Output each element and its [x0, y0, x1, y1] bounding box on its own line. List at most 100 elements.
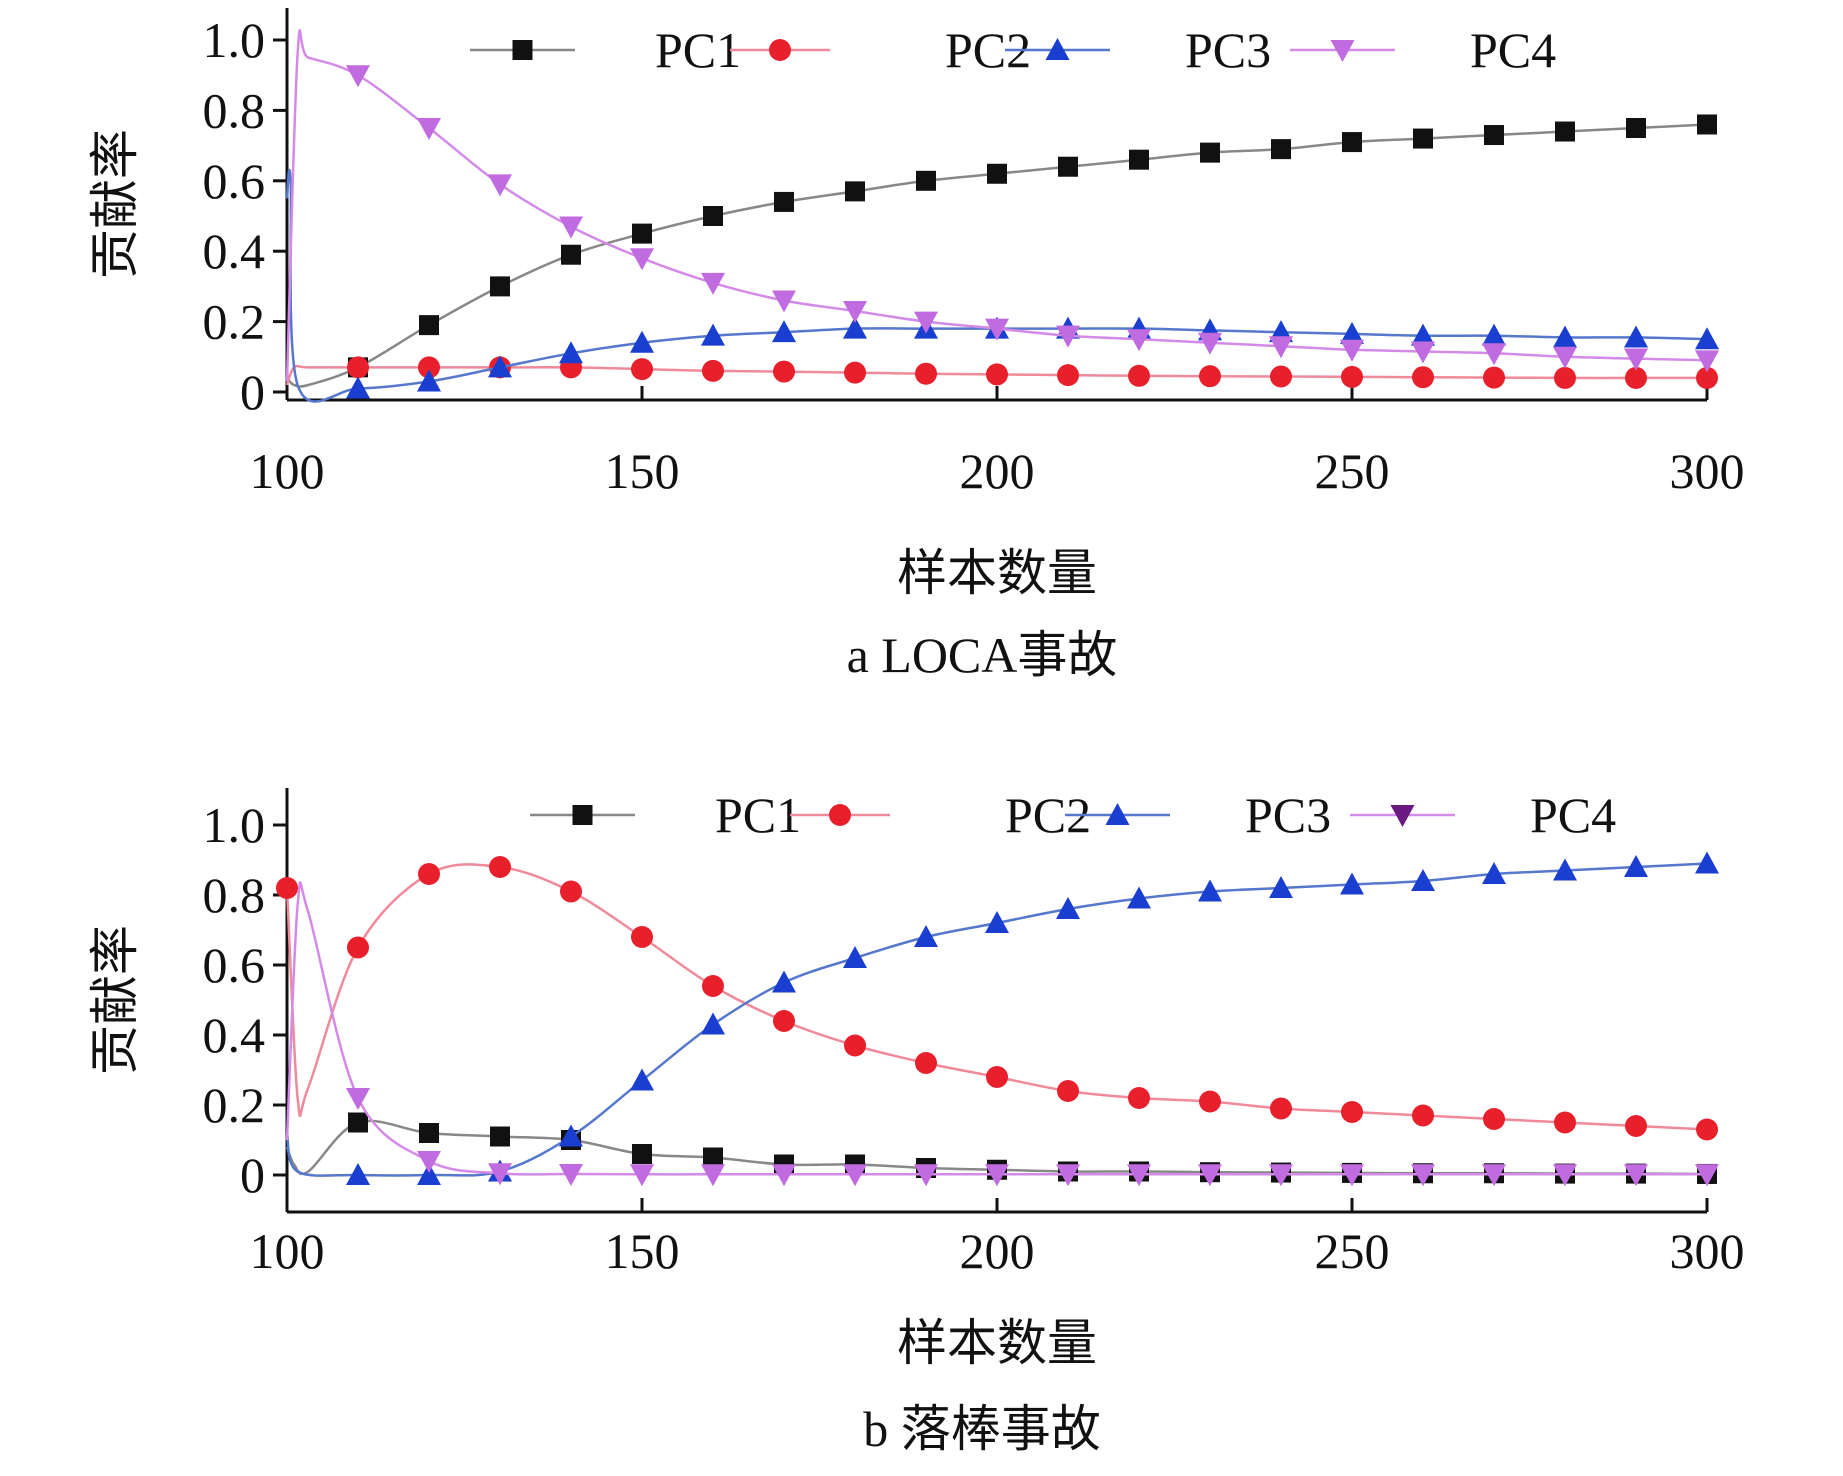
legend-item-pc1: PC1	[530, 787, 801, 843]
data-point	[1057, 1080, 1079, 1102]
data-point	[630, 1164, 654, 1187]
data-point	[632, 1144, 652, 1164]
data-point	[1269, 336, 1293, 359]
data-point	[346, 65, 370, 88]
data-point	[843, 316, 867, 339]
legend-marker	[1045, 38, 1070, 60]
data-point	[1270, 1097, 1292, 1120]
legend-label: PC1	[715, 787, 801, 843]
data-point	[488, 1163, 512, 1186]
x-axis-title: 样本数量	[897, 1315, 1097, 1371]
data-point	[1624, 1164, 1648, 1187]
data-point	[703, 1147, 723, 1168]
data-point	[559, 1124, 583, 1147]
data-point	[1198, 1164, 1222, 1187]
data-point	[1482, 323, 1506, 346]
data-point	[1198, 332, 1222, 355]
x-tick-label: 200	[960, 1223, 1035, 1279]
data-point	[1056, 897, 1080, 919]
chart-caption: b 落棒事故	[863, 1401, 1101, 1457]
series-pc2	[276, 856, 1718, 1141]
data-point	[630, 330, 654, 353]
x-tick-label: 200	[960, 443, 1035, 499]
data-point	[1269, 876, 1293, 898]
data-point	[347, 936, 369, 959]
data-point	[1696, 1118, 1718, 1141]
legend-marker	[1390, 805, 1415, 827]
data-point	[987, 163, 1007, 184]
data-point	[702, 975, 724, 997]
x-tick-label: 150	[605, 443, 680, 499]
data-point	[1127, 886, 1151, 909]
data-point	[1696, 366, 1718, 389]
data-point	[1200, 142, 1220, 163]
data-point	[348, 1112, 368, 1133]
data-point	[916, 170, 936, 191]
data-point	[1555, 121, 1575, 142]
y-tick-label: 0.6	[203, 153, 266, 209]
data-point	[346, 1163, 370, 1185]
legend-marker	[1105, 803, 1130, 825]
legend-marker	[829, 804, 851, 826]
data-point	[1553, 346, 1577, 369]
data-point	[701, 1012, 725, 1035]
data-point	[703, 206, 723, 226]
data-point	[1411, 869, 1435, 891]
data-point	[1129, 149, 1149, 170]
data-point	[985, 318, 1009, 341]
data-point	[559, 216, 583, 239]
data-point	[632, 223, 652, 244]
y-tick-label: 0.4	[203, 223, 266, 279]
series-pc4	[285, 881, 1719, 1187]
data-point	[1056, 325, 1080, 348]
data-point	[417, 1151, 441, 1173]
data-point	[1482, 1164, 1506, 1187]
data-point	[772, 320, 796, 343]
data-point	[774, 191, 794, 212]
data-point	[843, 1164, 867, 1187]
x-tick-label: 150	[605, 1223, 680, 1279]
data-point	[1625, 1115, 1647, 1137]
data-point	[845, 181, 865, 202]
series-pc4	[285, 29, 1719, 382]
y-tick-label: 0	[240, 364, 265, 420]
x-tick-label: 250	[1315, 443, 1390, 499]
data-point	[418, 863, 440, 885]
data-point	[1624, 325, 1648, 348]
data-point	[773, 360, 795, 383]
data-point	[1199, 1090, 1221, 1113]
data-point	[702, 359, 724, 382]
data-point	[419, 1123, 439, 1143]
data-point	[1058, 156, 1078, 177]
data-point	[1340, 321, 1364, 344]
y-axis-title: 贡献率	[87, 129, 143, 279]
data-point	[490, 276, 510, 297]
data-point	[1269, 1164, 1293, 1187]
data-point	[1554, 366, 1576, 389]
data-point	[1413, 128, 1433, 149]
data-point	[1695, 350, 1719, 373]
data-point	[1483, 366, 1505, 389]
data-point	[1624, 855, 1648, 877]
data-point	[1341, 1101, 1363, 1123]
data-point	[772, 1164, 796, 1187]
data-point	[985, 911, 1009, 933]
data-point	[844, 1034, 866, 1057]
data-point	[346, 1088, 370, 1110]
y-tick-label: 0.8	[203, 82, 266, 138]
data-point	[1554, 1111, 1576, 1134]
data-point	[1553, 325, 1577, 348]
data-point	[1483, 1108, 1505, 1130]
data-point	[561, 244, 581, 265]
chart-rod-drop: 0 0.2 0.4 0.6 0.8 1.0 100 150 200 250 300 样本数量 贡献率 b …	[87, 787, 1745, 1457]
data-point	[986, 1066, 1008, 1088]
y-tick-label: 1.0	[203, 797, 266, 853]
data-point	[1553, 858, 1577, 881]
series-line	[285, 862, 1708, 1177]
data-point	[488, 174, 512, 197]
data-point	[1482, 862, 1506, 884]
legend-item-pc2: PC2	[730, 22, 1031, 78]
data-point	[560, 880, 582, 903]
x-tick-label: 100	[250, 443, 325, 499]
